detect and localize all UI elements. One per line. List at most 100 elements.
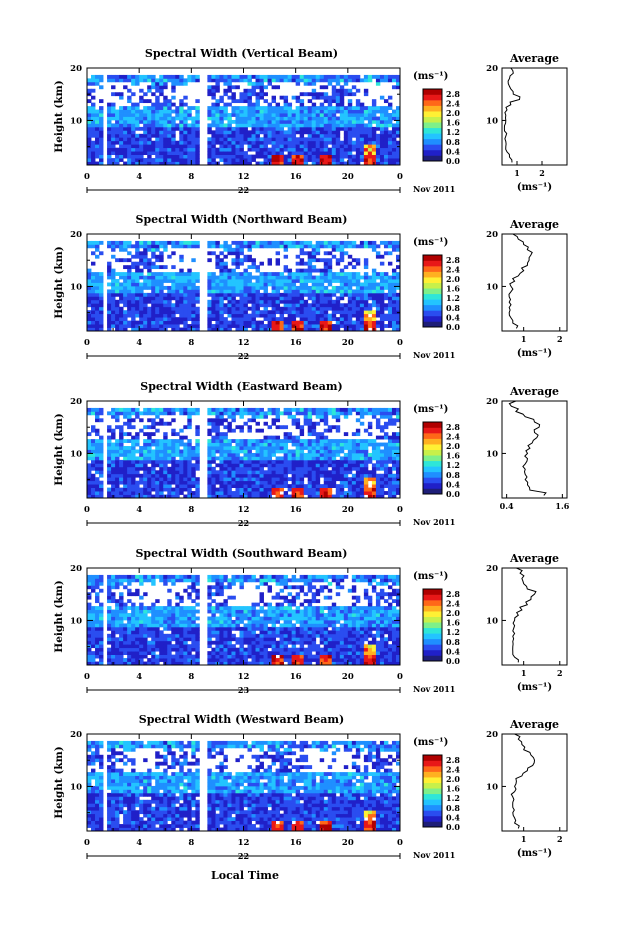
heatmap-cell [367, 116, 373, 121]
heatmap-cell [395, 310, 401, 315]
heatmap-cell [343, 459, 349, 464]
heatmap-cell [211, 251, 216, 256]
heatmap-cell [111, 85, 116, 90]
heatmap-cell [119, 123, 124, 128]
heatmap-cell [235, 449, 240, 454]
heatmap-cell [211, 439, 216, 443]
heatmap-cell [155, 421, 160, 426]
heatmap-cell [379, 123, 385, 128]
heatmap-cell [251, 147, 256, 152]
heatmap-cell [255, 303, 260, 308]
heatmap-cell [371, 411, 377, 416]
heatmap-cell [375, 254, 381, 259]
heatmap-cell [127, 130, 132, 135]
heatmap-cell [323, 414, 329, 419]
heatmap-cell [247, 116, 252, 121]
heatmap-cell [187, 411, 192, 416]
heatmap-cell [195, 306, 200, 311]
heatmap-cell [287, 456, 293, 461]
heatmap-cell [231, 140, 236, 145]
heatmap-cell [191, 119, 196, 124]
heatmap-cell [247, 282, 252, 287]
heatmap-cell [231, 303, 236, 308]
heatmap-cell [159, 265, 164, 270]
heatmap-cell [95, 289, 100, 294]
heatmap-cell [351, 244, 357, 249]
heatmap-cell [187, 421, 192, 426]
heatmap-cell [315, 126, 321, 131]
heatmap-cell [115, 244, 120, 249]
heatmap-cell [351, 292, 357, 297]
heatmap-cell [183, 285, 188, 290]
heatmap-cell [127, 282, 132, 287]
heatmap-cell [355, 466, 361, 471]
heatmap-cell [363, 109, 369, 114]
heatmap-cell [171, 130, 176, 135]
heatmap-cell [335, 240, 341, 245]
heatmap-cell [383, 477, 389, 482]
heatmap-cell [195, 240, 200, 245]
heatmap-cell [227, 414, 232, 419]
heatmap-cell [107, 477, 112, 482]
heatmap-cell [167, 133, 172, 138]
heatmap-cell [111, 432, 116, 437]
heatmap-cell [163, 240, 168, 245]
heatmap-cell [159, 439, 164, 443]
heatmap-cell [143, 477, 148, 482]
heatmap-cell [107, 651, 112, 655]
heatmap-cell [207, 459, 212, 464]
heatmap-cell [195, 78, 200, 83]
heatmap-cell [311, 258, 317, 263]
heatmap-cell [147, 452, 152, 457]
heatmap-cell [395, 279, 401, 283]
heatmap-cell [159, 272, 164, 276]
heatmap-cell [299, 425, 305, 430]
heatmap-cell [91, 161, 96, 166]
heatmap-cell [279, 123, 285, 128]
heatmap-cell [159, 459, 164, 464]
heatmap-cell [299, 285, 305, 290]
heatmap-cell [343, 452, 349, 457]
heatmap-cell [223, 296, 228, 301]
heatmap-cell [115, 285, 120, 290]
heatmap-cell [131, 425, 136, 430]
heatmap-cell [231, 407, 236, 412]
heatmap-cell [243, 133, 248, 138]
heatmap-cell [139, 299, 144, 304]
heatmap-cell [155, 491, 160, 495]
heatmap-cell [139, 109, 144, 114]
heatmap-cell [239, 126, 244, 131]
heatmap-cell [339, 480, 345, 485]
heatmap-cell [219, 113, 224, 117]
heatmap-cell [155, 446, 160, 450]
heatmap-cell [395, 140, 401, 145]
heatmap-cell [323, 137, 329, 142]
heatmap-cell [395, 477, 401, 482]
heatmap-cell [351, 480, 357, 485]
heatmap-cell [323, 473, 329, 478]
heatmap-cell [367, 456, 373, 461]
heatmap-cell [263, 449, 268, 454]
heatmap-cell [111, 289, 116, 294]
heatmap-cell [391, 109, 397, 114]
heatmap-cell [295, 244, 301, 249]
heatmap-cell [115, 137, 120, 142]
heatmap-cell [147, 306, 152, 311]
heatmap-cell [123, 240, 128, 245]
heatmap-cell [283, 324, 289, 328]
heatmap-cell [143, 254, 148, 259]
heatmap-cell [255, 95, 260, 100]
panel-0: Spectral Width (Vertical Beam)Height (km… [53, 47, 568, 195]
colorbar-tick-label: 2.0 [446, 108, 460, 118]
heatmap-cell [239, 285, 244, 290]
heatmap-cell [179, 442, 184, 447]
heatmap-cell [283, 137, 289, 142]
heatmap-cell [307, 140, 313, 145]
heatmap-cell [95, 418, 100, 423]
heatmap-cell [187, 459, 192, 464]
heatmap-cell [179, 411, 184, 416]
heatmap-cell [219, 126, 224, 131]
heatmap-cell [127, 78, 132, 83]
heatmap-cell [167, 147, 172, 152]
heatmap-cell [303, 106, 309, 110]
